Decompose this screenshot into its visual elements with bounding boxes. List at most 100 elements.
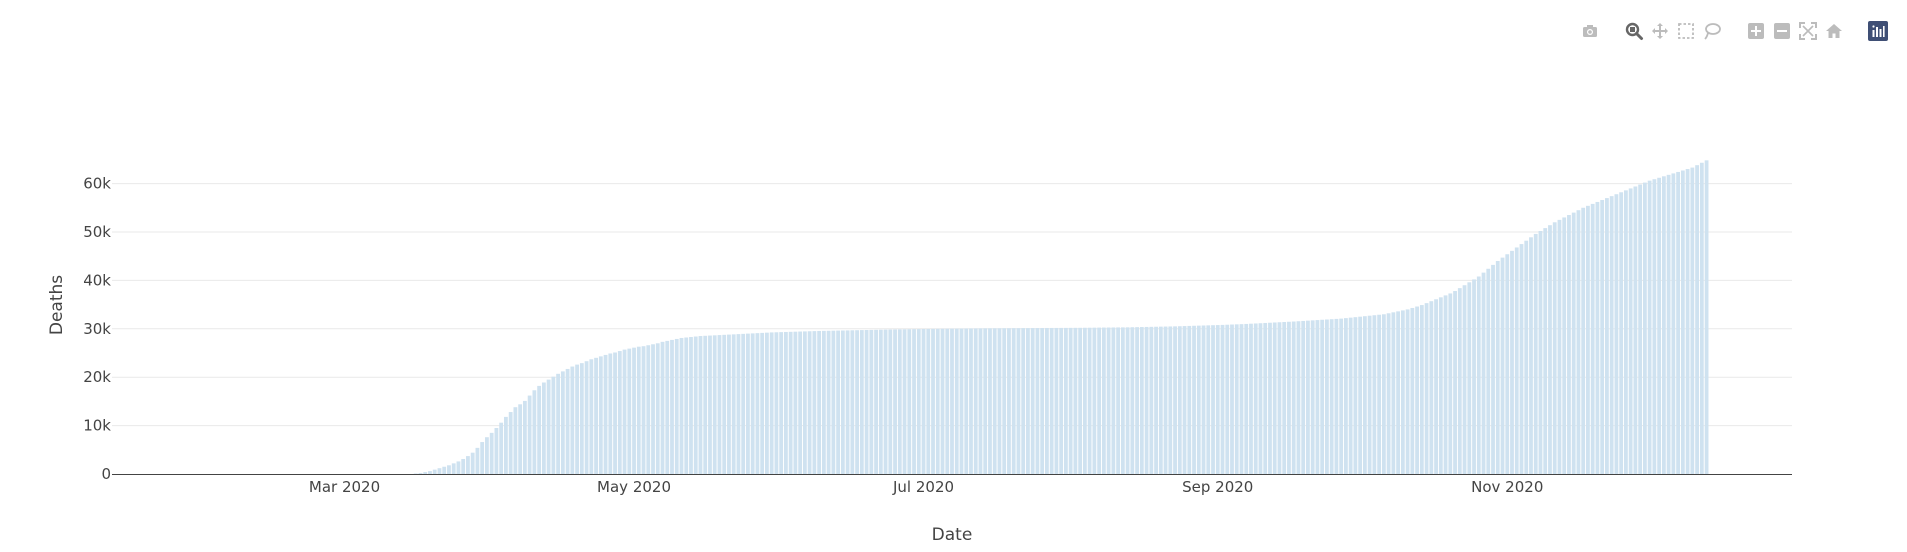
bar <box>537 385 542 474</box>
zoom-in-button[interactable] <box>1743 19 1769 43</box>
bar <box>485 437 489 474</box>
bar <box>1111 327 1116 474</box>
bar <box>1642 182 1647 474</box>
bar <box>575 364 579 474</box>
bar <box>603 354 608 474</box>
bar <box>1657 177 1662 474</box>
bar <box>878 329 883 474</box>
y-tick-label: 20k <box>83 368 111 386</box>
bar <box>897 329 902 474</box>
bar <box>513 407 518 474</box>
bar <box>1661 176 1666 475</box>
bar <box>1196 325 1201 474</box>
camera-button[interactable] <box>1577 19 1603 43</box>
x-tick-label: Sep 2020 <box>1182 478 1253 496</box>
bar <box>456 461 461 474</box>
bar <box>1495 261 1500 474</box>
bar <box>1505 254 1510 474</box>
bar <box>1192 325 1196 474</box>
bar <box>617 351 622 474</box>
bar <box>1007 328 1011 474</box>
bar <box>1073 327 1078 474</box>
bar <box>1391 312 1396 474</box>
bar <box>1543 228 1548 474</box>
bar <box>1035 328 1040 474</box>
bar <box>1548 225 1552 474</box>
bar <box>902 329 907 474</box>
bar <box>693 336 698 474</box>
bar <box>736 334 741 474</box>
bar <box>665 340 670 474</box>
box-select-button[interactable] <box>1673 19 1699 43</box>
autoscale-button[interactable] <box>1795 19 1821 43</box>
bar <box>1410 307 1415 474</box>
zoom-out-button[interactable] <box>1769 19 1795 43</box>
bar <box>1287 321 1291 474</box>
bar <box>1353 317 1358 474</box>
bar <box>765 332 769 474</box>
modebar-group <box>1621 19 1725 43</box>
bar <box>1154 326 1158 474</box>
bar <box>1215 325 1220 474</box>
bar <box>546 379 551 474</box>
bar <box>613 352 617 474</box>
bar <box>674 338 679 474</box>
camera-icon <box>1583 25 1597 37</box>
bar <box>836 330 840 474</box>
bar <box>921 329 926 474</box>
zoom-button[interactable] <box>1621 19 1647 43</box>
plotly-logo-button[interactable] <box>1865 19 1891 43</box>
bar <box>784 331 788 474</box>
bar <box>717 335 722 474</box>
bar <box>1310 320 1315 474</box>
pan-button[interactable] <box>1647 19 1673 43</box>
bar <box>689 337 693 474</box>
bar <box>1173 326 1177 474</box>
y-tick-label: 60k <box>83 175 111 193</box>
zoom-out-icon <box>1774 23 1790 39</box>
bar <box>1054 327 1059 474</box>
bar <box>1168 326 1173 474</box>
bar <box>636 346 641 474</box>
bar <box>1510 250 1514 474</box>
bar <box>1016 328 1021 474</box>
bar <box>541 382 546 474</box>
bar <box>1419 305 1424 474</box>
bar <box>432 469 437 474</box>
bar <box>655 343 660 474</box>
bar <box>954 328 959 474</box>
bar <box>826 330 831 474</box>
reset-axes-button[interactable] <box>1821 19 1847 43</box>
bar <box>1187 325 1192 474</box>
x-axis-title: Date <box>932 525 973 545</box>
bar <box>494 428 499 474</box>
bar <box>1282 322 1287 474</box>
bar <box>1239 324 1244 474</box>
bar <box>950 328 954 474</box>
bar <box>788 331 793 474</box>
bar <box>859 330 864 474</box>
bar <box>1339 318 1344 474</box>
bar <box>1306 320 1310 474</box>
bar <box>1372 315 1377 474</box>
bar <box>1320 319 1325 474</box>
lasso-select-button[interactable] <box>1699 19 1725 43</box>
bar <box>1671 173 1676 474</box>
bar <box>556 373 560 474</box>
bar <box>1082 327 1087 474</box>
bar <box>874 329 878 474</box>
bar <box>935 328 940 474</box>
bar <box>1586 205 1590 474</box>
bar <box>1253 323 1258 474</box>
bar <box>1567 215 1571 474</box>
bar <box>1097 327 1102 474</box>
bar <box>973 328 978 474</box>
bar <box>1690 167 1695 474</box>
bar <box>428 471 432 474</box>
bar <box>978 328 983 474</box>
bar <box>579 363 584 474</box>
bar <box>731 334 736 474</box>
bar <box>722 334 727 474</box>
bar <box>1064 327 1068 474</box>
bar <box>1106 327 1111 474</box>
